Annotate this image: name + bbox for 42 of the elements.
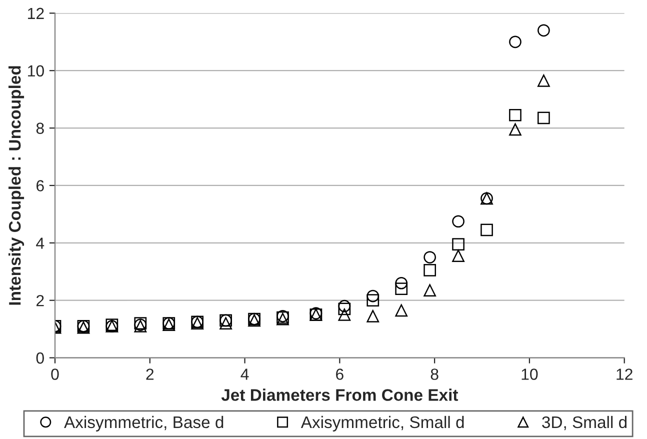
y-tick-label: 4	[36, 238, 44, 249]
point	[395, 304, 408, 317]
point	[509, 108, 522, 122]
point	[424, 251, 436, 264]
point	[538, 24, 550, 37]
x-tick-label: 4	[240, 368, 249, 380]
y-tick-label: 10	[28, 65, 44, 77]
x-tick-label: 10	[522, 368, 538, 380]
point	[395, 282, 408, 296]
y-axis-title: Intensity Coupled : Uncoupled	[8, 66, 24, 305]
point	[452, 238, 464, 251]
point	[395, 276, 408, 290]
x-tick-label: 12	[616, 368, 632, 380]
y-tick-label: 0	[36, 352, 44, 364]
point	[338, 308, 351, 321]
y-tick-label: 12	[28, 8, 44, 19]
x-axis-title: Jet Diameters From Cone Exit	[221, 388, 458, 401]
y-tick-label: 6	[36, 180, 44, 192]
point	[366, 294, 380, 307]
point	[220, 317, 232, 330]
x-tick-label: 8	[430, 368, 438, 380]
point	[452, 250, 464, 262]
legend-label: Axisymmetric, Small d	[300, 416, 464, 432]
point	[509, 36, 522, 48]
x-tick-label: 0	[51, 368, 59, 380]
point	[424, 264, 436, 276]
point	[366, 290, 380, 302]
point	[424, 284, 436, 296]
legend-label: 3D, Small d	[542, 416, 627, 430]
point	[338, 302, 351, 316]
point	[452, 215, 464, 228]
point	[538, 112, 550, 124]
legend-label: Axisymmetric, Base d	[64, 416, 224, 432]
y-tick-label: 8	[36, 122, 44, 134]
point	[366, 310, 380, 322]
x-tick-label: 2	[146, 368, 154, 380]
point	[538, 74, 550, 87]
point	[509, 123, 522, 136]
x-tick-label: 6	[336, 368, 344, 380]
y-tick-label: 2	[36, 294, 44, 306]
point	[338, 300, 351, 312]
point	[480, 224, 493, 236]
